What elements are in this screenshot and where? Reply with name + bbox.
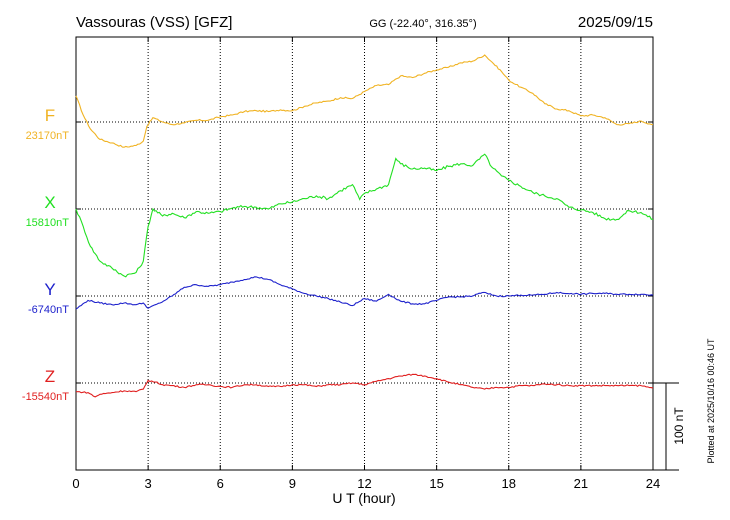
series-name-y: Y — [44, 280, 55, 299]
series-name-x: X — [44, 193, 55, 212]
station-coordinates: GG (-22.40°, 316.35°) — [369, 18, 476, 30]
series-line-f — [75, 54, 654, 148]
x-tick-label: 3 — [145, 476, 152, 491]
x-tick-label: 6 — [217, 476, 224, 491]
scale-bar-label: 100 nT — [672, 407, 686, 445]
plot-date: 2025/09/15 — [578, 14, 653, 31]
x-tick-label: 18 — [502, 476, 516, 491]
x-tick-label: 24 — [646, 476, 660, 491]
station-title: Vassouras (VSS) [GFZ] — [76, 14, 232, 31]
series-name-z: Z — [45, 367, 55, 386]
series-baseline-z: -15540nT — [22, 391, 69, 403]
grid-lines — [76, 37, 653, 470]
series-line-z — [76, 373, 654, 398]
series-line-y — [75, 276, 654, 310]
plotted-timestamp: Plotted at 2025/10/16 00:46 UT — [706, 338, 716, 464]
component-labels: F 23170nT X 15810nT Y -6740nT Z -15540nT — [22, 106, 69, 403]
x-tick-label: 9 — [289, 476, 296, 491]
data-series — [75, 54, 654, 398]
series-baseline-y: -6740nT — [28, 304, 69, 316]
x-tick-label: 0 — [72, 476, 79, 491]
x-axis-label: U T (hour) — [332, 490, 395, 506]
series-baseline-x: 15810nT — [26, 217, 70, 229]
series-line-x — [75, 153, 654, 278]
x-tick-label: 21 — [574, 476, 588, 491]
x-axis-ticks: 0 3 6 9 12 15 18 21 24 — [72, 37, 660, 491]
x-tick-label: 15 — [429, 476, 443, 491]
x-tick-label: 12 — [357, 476, 371, 491]
series-baseline-f: 23170nT — [26, 130, 70, 142]
scale-bar: 100 nT — [653, 382, 686, 471]
series-name-f: F — [45, 106, 55, 125]
